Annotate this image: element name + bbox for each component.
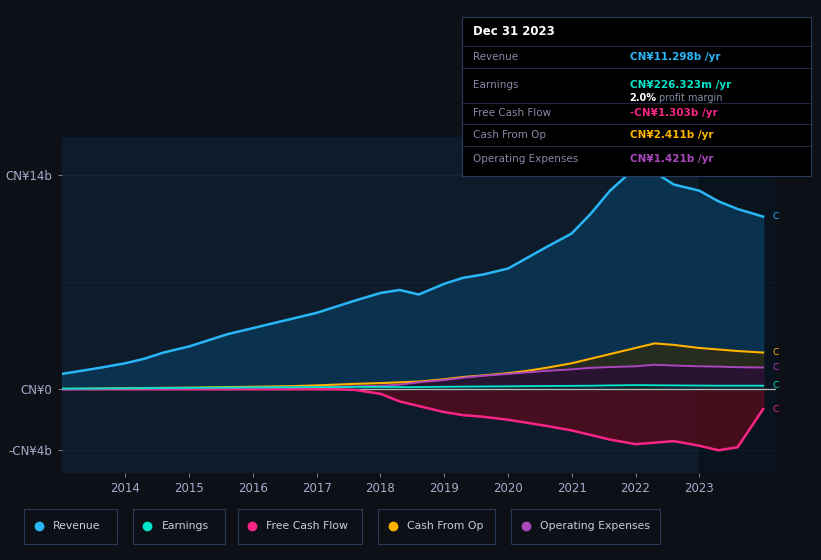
Text: C: C xyxy=(773,348,779,357)
Text: CN¥11.298b /yr: CN¥11.298b /yr xyxy=(630,52,720,62)
Text: Earnings: Earnings xyxy=(473,81,518,90)
Text: Operating Expenses: Operating Expenses xyxy=(540,521,650,531)
Text: Free Cash Flow: Free Cash Flow xyxy=(267,521,348,531)
Text: Cash From Op: Cash From Op xyxy=(473,130,546,140)
Text: Free Cash Flow: Free Cash Flow xyxy=(473,108,551,118)
Text: CN¥2.411b /yr: CN¥2.411b /yr xyxy=(630,130,713,140)
Text: C: C xyxy=(773,404,779,413)
Text: CN¥1.421b /yr: CN¥1.421b /yr xyxy=(630,154,713,164)
Text: Earnings: Earnings xyxy=(162,521,209,531)
Text: Operating Expenses: Operating Expenses xyxy=(473,154,578,164)
Text: profit margin: profit margin xyxy=(659,93,722,103)
Text: -CN¥1.303b /yr: -CN¥1.303b /yr xyxy=(630,108,718,118)
Text: C: C xyxy=(773,381,779,390)
Text: Dec 31 2023: Dec 31 2023 xyxy=(473,25,554,38)
Text: Revenue: Revenue xyxy=(53,521,101,531)
Bar xyxy=(699,137,776,473)
Text: Cash From Op: Cash From Op xyxy=(407,521,484,531)
Text: C: C xyxy=(773,363,779,372)
Text: CN¥226.323m /yr: CN¥226.323m /yr xyxy=(630,81,731,90)
Text: Revenue: Revenue xyxy=(473,52,518,62)
Text: C: C xyxy=(773,212,779,221)
Text: 2.0%: 2.0% xyxy=(630,93,657,103)
